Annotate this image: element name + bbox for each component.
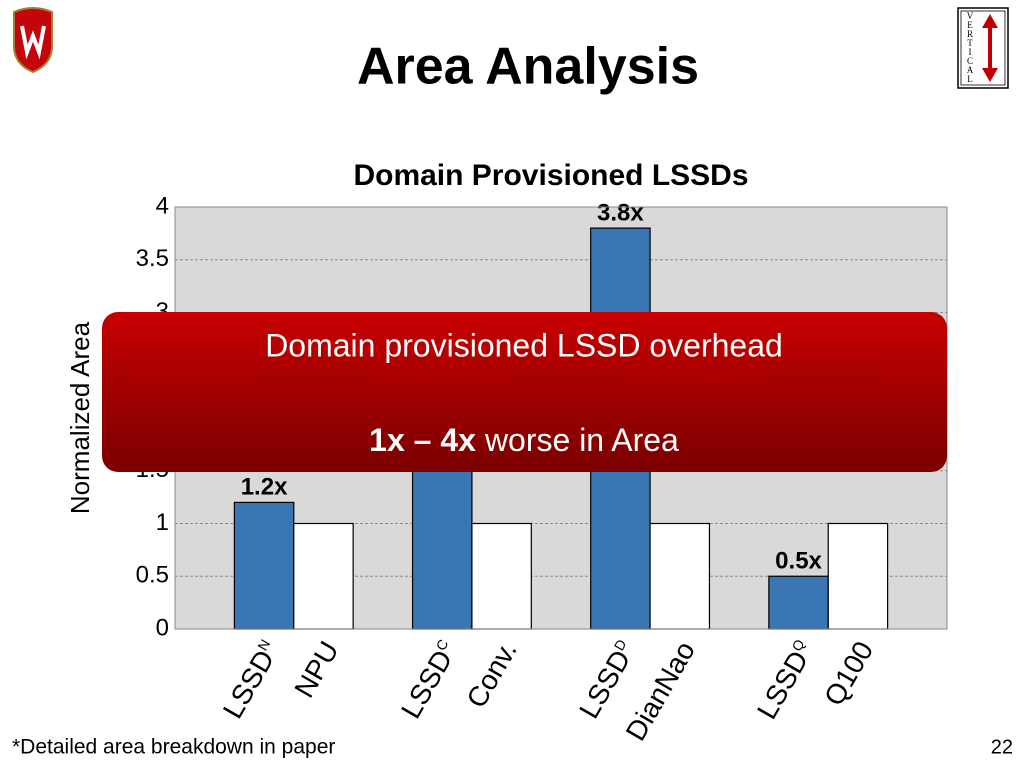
slide-title: Area Analysis <box>357 38 699 96</box>
x-tick-text: LSSD <box>573 645 636 724</box>
x-tick-text: LSSD <box>217 645 280 724</box>
value-label: 3.8x <box>597 199 644 226</box>
y-tick-label: 3.5 <box>136 245 169 272</box>
y-tick-label: 4 <box>156 192 169 219</box>
callout-rest: worse in Area <box>484 422 679 458</box>
logo-letter: R <box>967 29 973 39</box>
logo-letter: C <box>967 56 973 66</box>
callout: Domain provisioned LSSD overhead 1x – 4x… <box>102 312 947 472</box>
x-tick-label: DianNao <box>620 636 701 746</box>
callout-line: 1x – 4x worse in Area <box>369 422 679 458</box>
bar <box>293 522 354 630</box>
footnote: *Detailed area breakdown in paper <box>12 736 335 759</box>
y-tick-label: 0 <box>156 614 169 641</box>
callout-box <box>102 312 947 472</box>
page-number: 22 <box>991 736 1013 758</box>
x-tick-label: NPU <box>289 636 345 703</box>
bar <box>233 501 295 630</box>
logo-letter: V <box>967 11 974 21</box>
callout-line: Domain provisioned LSSD overhead <box>265 327 783 363</box>
y-axis-label: Normalized Area <box>65 321 95 514</box>
x-tick-label: Conv. <box>461 636 523 713</box>
x-tick-label: LSSDQ <box>751 636 820 724</box>
bar <box>827 522 889 630</box>
y-tick-label: 0.5 <box>136 562 169 589</box>
value-label: 0.5x <box>775 548 822 575</box>
uw-crest <box>13 7 53 74</box>
x-tick-text: Q100 <box>818 636 879 711</box>
callout-bold: 1x – 4x <box>369 422 476 458</box>
chart-title: Domain Provisioned LSSDs <box>353 159 748 192</box>
x-tick-text: NPU <box>289 636 345 703</box>
logo-letter: I <box>969 47 972 57</box>
x-tick-label: LSSDN <box>217 636 285 724</box>
x-tick-label: LSSDC <box>395 636 463 724</box>
x-tick-text: LSSD <box>751 646 814 725</box>
bar <box>768 575 829 630</box>
logo-letter: A <box>967 65 974 75</box>
y-tick-label: 1 <box>156 509 169 536</box>
logo-letter: E <box>967 20 973 30</box>
x-tick-text: Conv. <box>461 636 523 713</box>
x-tick-text: DianNao <box>620 636 701 746</box>
logo-letter: T <box>967 38 973 48</box>
x-tick-text: LSSD <box>395 645 458 724</box>
value-label: 1.2x <box>241 474 288 501</box>
bar <box>471 522 532 630</box>
bar <box>649 522 711 630</box>
logo-letter: L <box>967 74 973 84</box>
x-tick-label: Q100 <box>818 636 879 711</box>
